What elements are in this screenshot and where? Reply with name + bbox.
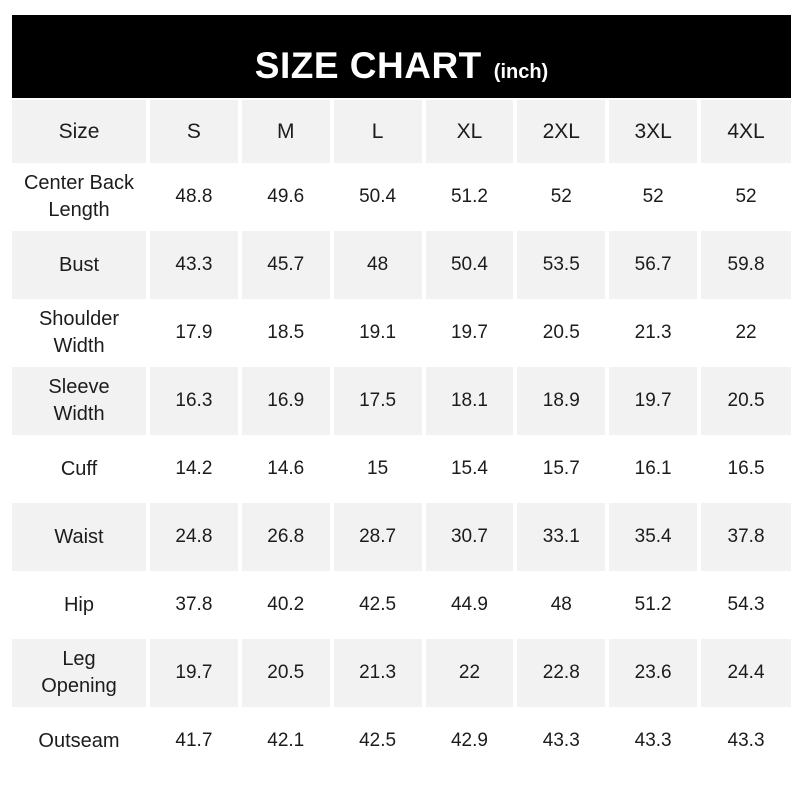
measurement-cell: 16.9 (237, 367, 332, 435)
measurement-cell: 16.1 (605, 435, 700, 503)
measurement-cell: 22 (697, 299, 791, 367)
measurement-cell: 48.8 (146, 163, 240, 231)
row-label: Cuff (60, 457, 98, 480)
measurement-cell: 40.2 (237, 571, 332, 639)
row-label: Waist (12, 503, 148, 571)
measurement-cell: 53.5 (513, 231, 608, 299)
measurement-cell: 14.2 (146, 435, 240, 503)
measurement-cell: 21.3 (329, 639, 424, 707)
measurement-cell: 30.7 (421, 503, 516, 571)
measurement-cell: 45.7 (237, 231, 332, 299)
measurement-cell: 19.7 (421, 299, 516, 367)
measurement-cell: 44.9 (421, 571, 516, 639)
measurement-cell: 52 (697, 163, 791, 231)
measurement-cell: 37.8 (146, 571, 240, 639)
row-label: Center Back Length (23, 172, 135, 221)
measurement-cell: 24.4 (697, 639, 791, 707)
column-header-size: Size (12, 100, 148, 163)
measurement-cell: 20.5 (697, 367, 791, 435)
measurement-cell: 21.3 (605, 299, 700, 367)
measurement-cell: 16.5 (697, 435, 791, 503)
measurement-cell: 17.5 (329, 367, 424, 435)
measurement-cell: 43.3 (605, 707, 700, 775)
table-header-row: Size S M L XL 2XL 3XL 4XL (12, 100, 791, 163)
measurement-cell: 19.7 (605, 367, 700, 435)
measurement-cell: 35.4 (605, 503, 700, 571)
table-row: Leg Opening 19.7 20.5 21.3 22 22.8 23.6 24.4 (12, 639, 791, 707)
measurement-cell: 51.2 (421, 163, 516, 231)
size-table: Size S M L XL 2XL 3XL 4XL Center Back Length 48.… (12, 100, 791, 775)
table-row: Hip 37.8 40.2 42.5 44.9 48 51.2 54.3 (12, 571, 791, 639)
measurement-cell: 24.8 (146, 503, 240, 571)
row-label: Sleeve Width (12, 367, 148, 435)
table-row: Cuff 14.2 14.6 15 15.4 15.7 16.1 16.5 (12, 435, 791, 503)
measurement-cell: 18.5 (237, 299, 332, 367)
measurement-cell: 54.3 (697, 571, 791, 639)
measurement-cell: 16.3 (146, 367, 240, 435)
measurement-cell: 59.8 (697, 231, 791, 299)
column-header: M (237, 100, 332, 163)
measurement-cell: 50.4 (329, 163, 424, 231)
measurement-cell: 19.1 (329, 299, 424, 367)
measurement-cell: 23.6 (605, 639, 700, 707)
row-label: Outseam (38, 729, 120, 752)
measurement-cell: 43.3 (146, 231, 240, 299)
column-header: 2XL (513, 100, 608, 163)
measurement-cell: 42.5 (329, 571, 424, 639)
measurement-cell: 42.1 (237, 707, 332, 775)
table-row: Sleeve Width 16.3 16.9 17.5 18.1 18.9 19.7 20.5 (12, 367, 791, 435)
measurement-cell: 43.3 (513, 707, 608, 775)
measurement-cell: 42.5 (329, 707, 424, 775)
row-label: Hip (63, 593, 94, 616)
measurement-cell: 15.7 (513, 435, 608, 503)
size-table-body: Center Back Length 48.8 49.6 50.4 51.2 52 52 52… (12, 163, 791, 775)
measurement-cell: 42.9 (421, 707, 516, 775)
title-row: SIZE CHART (inch) (255, 24, 548, 107)
table-row: Waist 24.8 26.8 28.7 30.7 33.1 35.4 37.8 (12, 503, 791, 571)
row-label: Bust (12, 231, 148, 299)
unit-label: (inch) (493, 61, 549, 83)
measurement-cell: 17.9 (146, 299, 240, 367)
measurement-cell: 51.2 (605, 571, 700, 639)
measurement-cell: 50.4 (421, 231, 516, 299)
measurement-cell: 20.5 (513, 299, 608, 367)
size-chart-page: SIZE CHART (inch) Size S M L XL 2XL 3XL 4XL Cen… (12, 15, 791, 775)
column-header: 3XL (605, 100, 700, 163)
measurement-cell: 20.5 (237, 639, 332, 707)
table-row: Shoulder Width 17.9 18.5 19.1 19.7 20.5 21.3 22 (12, 299, 791, 367)
measurement-cell: 33.1 (513, 503, 608, 571)
column-header: 4XL (697, 100, 791, 163)
measurement-cell: 26.8 (237, 503, 332, 571)
measurement-cell: 48 (329, 231, 424, 299)
measurement-cell: 28.7 (329, 503, 424, 571)
title-bar: SIZE CHART (inch) (12, 15, 791, 98)
column-header: L (329, 100, 424, 163)
measurement-cell: 43.3 (697, 707, 791, 775)
measurement-cell: 37.8 (697, 503, 791, 571)
measurement-cell: 19.7 (146, 639, 240, 707)
measurement-cell: 15.4 (421, 435, 516, 503)
measurement-cell: 18.1 (421, 367, 516, 435)
row-label: Leg Opening (12, 639, 148, 707)
measurement-cell: 15 (329, 435, 424, 503)
table-row: Center Back Length 48.8 49.6 50.4 51.2 52 52 52 (12, 163, 791, 231)
measurement-cell: 14.6 (237, 435, 332, 503)
measurement-cell: 56.7 (605, 231, 700, 299)
measurement-cell: 22.8 (513, 639, 608, 707)
column-header: S (146, 100, 240, 163)
measurement-cell: 52 (513, 163, 608, 231)
page-title: SIZE CHART (254, 45, 482, 86)
measurement-cell: 49.6 (237, 163, 332, 231)
measurement-cell: 48 (513, 571, 608, 639)
table-row: Bust 43.3 45.7 48 50.4 53.5 56.7 59.8 (12, 231, 791, 299)
row-label: Shoulder Width (38, 308, 120, 357)
measurement-cell: 41.7 (146, 707, 240, 775)
table-row: Outseam 41.7 42.1 42.5 42.9 43.3 43.3 43.3 (12, 707, 791, 775)
measurement-cell: 18.9 (513, 367, 608, 435)
column-header: XL (421, 100, 516, 163)
measurement-cell: 52 (605, 163, 700, 231)
measurement-cell: 22 (421, 639, 516, 707)
